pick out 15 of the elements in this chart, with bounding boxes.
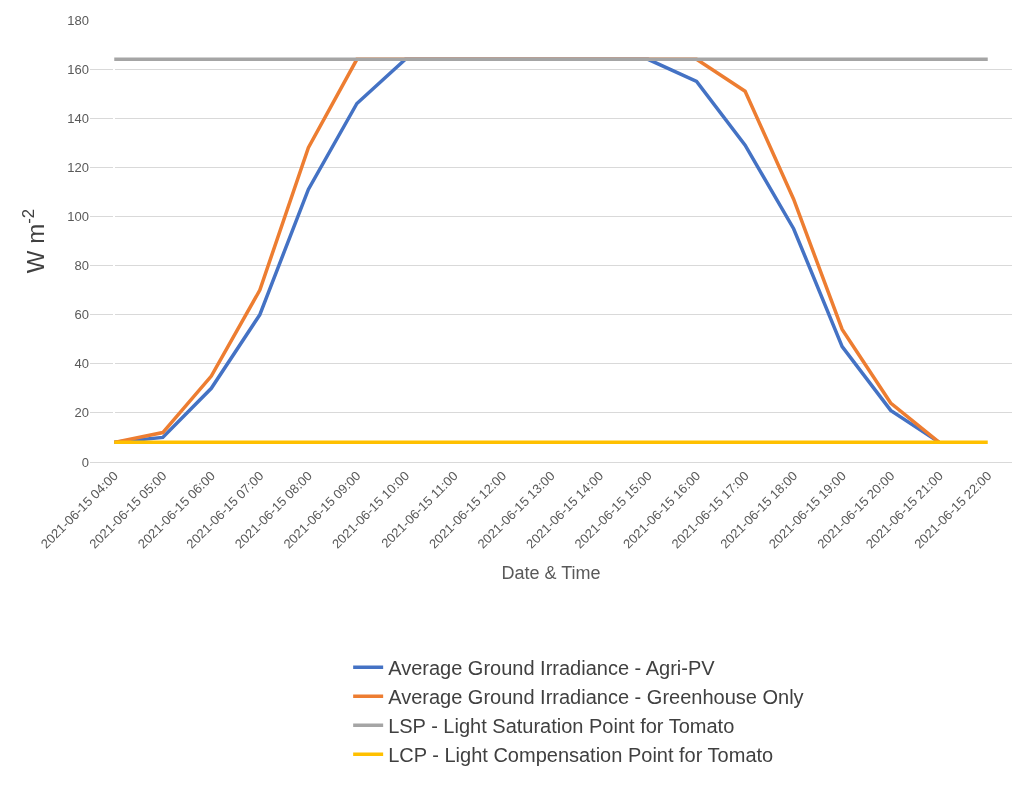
- legend-label: LSP - Light Saturation Point for Tomato: [388, 714, 735, 737]
- y-tick-label: 40: [74, 356, 89, 372]
- y-tick-label: 0: [81, 454, 89, 470]
- y-tick-label: 60: [74, 307, 89, 323]
- y-tick-label: 160: [67, 61, 89, 77]
- x-axis-title: Date & Time: [501, 562, 601, 583]
- y-tick-label: 20: [74, 405, 89, 421]
- legend-label: LCP - Light Compensation Point for Tomato: [388, 743, 774, 766]
- legend-label: Average Ground Irradiance - Greenhouse Only: [388, 685, 804, 708]
- y-tick-label: 120: [67, 159, 89, 175]
- y-tick-label: 80: [74, 258, 89, 274]
- y-tick-label: 100: [67, 208, 89, 224]
- y-tick-label: 180: [67, 12, 89, 28]
- y-tick-label: 140: [67, 110, 89, 126]
- legend-label: Average Ground Irradiance - Agri-PV: [388, 656, 716, 679]
